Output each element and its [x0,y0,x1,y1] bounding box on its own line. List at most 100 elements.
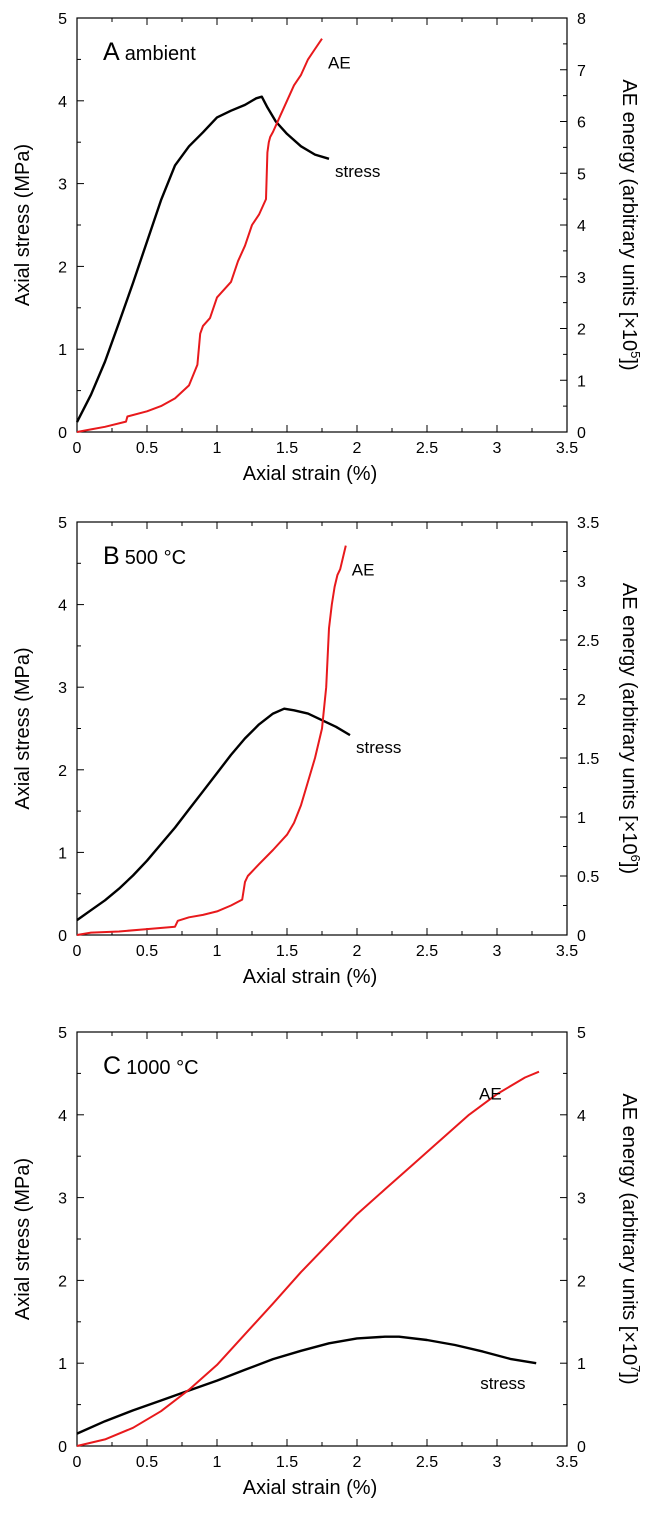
x-tick-label: 0 [73,1454,82,1471]
x-tick-label: 1.5 [276,440,298,457]
y-tick-label-right: 0 [577,928,586,945]
y-tick-label-right: 3 [577,270,586,287]
series-label-stress: stress [480,1374,525,1393]
x-tick-label: 0.5 [136,943,158,960]
y-axis-label-left: Axial stress (MPa) [12,144,34,306]
x-tick-label: 3 [493,943,502,960]
panel-b: 0 0.5 1 1.5 2 2.5 3 3.501234500.511.522.533.5Ax… [12,515,643,988]
y2-label-suffix: ]) [618,358,640,370]
x-tick-label: 2 [353,440,362,457]
y-axis-label-right: AE energy (arbitrary units [×105]) [618,79,643,370]
y2-label-exponent: 5 [628,351,643,358]
y-tick-label-left: 2 [58,1273,67,1290]
y-tick-label-right: 5 [577,166,586,183]
y-axis-label-left: Axial stress (MPa) [12,1158,34,1320]
y-tick-label-left: 2 [58,259,67,276]
y-tick-label-right: 8 [577,11,586,28]
y-axis-label-right: AE energy (arbitrary units [×106]) [618,583,643,874]
y-tick-label-left: 5 [58,1025,67,1042]
y-tick-label-right: 1 [577,810,586,827]
x-tick-label: 0 [73,440,82,457]
x-tick-label: 2.5 [416,943,438,960]
y2-label-prefix: AE energy (arbitrary units [×10 [618,79,640,351]
y-tick-label-right: 4 [577,218,586,235]
y-tick-label-right: 5 [577,1025,586,1042]
y-tick-label-left: 4 [58,1108,67,1125]
panel-condition: 1000 °C [126,1057,199,1079]
y-tick-label-right: 1 [577,1356,586,1373]
x-tick-label: 1.5 [276,1454,298,1471]
x-tick-label: 2 [353,943,362,960]
x-tick-label: 0.5 [136,440,158,457]
x-tick-label: 2.5 [416,440,438,457]
y-tick-label-left: 0 [58,1439,67,1456]
series-label-ae: AE [328,54,351,73]
plot-frame [76,17,568,433]
x-axis-label: Axial strain (%) [243,1477,377,1499]
y-tick-label-left: 3 [58,177,67,194]
x-tick-label: 1 [213,943,222,960]
y-tick-label-right: 3 [577,1191,586,1208]
series-label-ae: AE [479,1085,502,1104]
y-tick-label-right: 4 [577,1108,586,1125]
y-tick-label-left: 4 [58,94,67,111]
panel-condition: ambient [125,43,197,65]
y2-label-exponent: 6 [628,855,643,862]
y-tick-label-right: 2 [577,1273,586,1290]
y-tick-label-right: 1.5 [577,751,599,768]
y-tick-label-left: 4 [58,598,67,615]
y2-label-suffix: ]) [618,1372,640,1384]
y-tick-label-left: 5 [58,515,67,532]
y-tick-label-right: 6 [577,115,586,132]
x-tick-label: 1 [213,440,222,457]
y-tick-label-right: 2 [577,322,586,339]
y-axis-label-right: AE energy (arbitrary units [×107]) [618,1093,643,1384]
x-tick-label: 1.5 [276,943,298,960]
series-line-stress [76,707,351,922]
panel-letter: B [103,542,120,570]
y-tick-label-right: 3.5 [577,515,599,532]
panel-letter: C [103,1052,121,1080]
y-tick-label-left: 0 [58,928,67,945]
y-axis-label-left: Axial stress (MPa) [12,647,34,809]
y-tick-label-right: 7 [577,63,586,80]
y-tick-label-left: 5 [58,11,67,28]
y-tick-label-left: 3 [58,1191,67,1208]
series-line-stress [76,1335,537,1435]
y2-label-prefix: AE energy (arbitrary units [×10 [618,1093,640,1365]
y2-label-suffix: ]) [618,862,640,874]
y-tick-label-left: 0 [58,425,67,442]
x-tick-label: 3 [493,1454,502,1471]
y-tick-label-right: 0 [577,425,586,442]
x-tick-label: 0 [73,943,82,960]
x-axis-label: Axial strain (%) [243,463,377,485]
x-tick-label: 3.5 [556,943,578,960]
series-line-stress [75,95,330,423]
y-tick-label-right: 2.5 [577,633,599,650]
y2-label-exponent: 7 [628,1365,643,1372]
y-tick-label-right: 1 [577,373,586,390]
panel-title: B 500 °C [103,542,186,570]
y-tick-label-left: 3 [58,680,67,697]
x-tick-label: 3.5 [556,440,578,457]
x-tick-label: 3.5 [556,1454,578,1471]
series-line-ae [76,1070,540,1447]
x-tick-label: 0.5 [136,1454,158,1471]
y-tick-label-left: 1 [58,845,67,862]
x-tick-label: 3 [493,440,502,457]
x-tick-label: 2.5 [416,1454,438,1471]
x-tick-label: 1 [213,1454,222,1471]
x-tick-label: 2 [353,1454,362,1471]
y2-label-prefix: AE energy (arbitrary units [×10 [618,583,640,855]
y-tick-label-left: 1 [58,342,67,359]
y-tick-label-right: 2 [577,692,586,709]
series-line-ae [76,545,347,936]
series-label-stress: stress [356,738,401,757]
series-label-stress: stress [335,162,380,181]
y-tick-label-left: 1 [58,1356,67,1373]
